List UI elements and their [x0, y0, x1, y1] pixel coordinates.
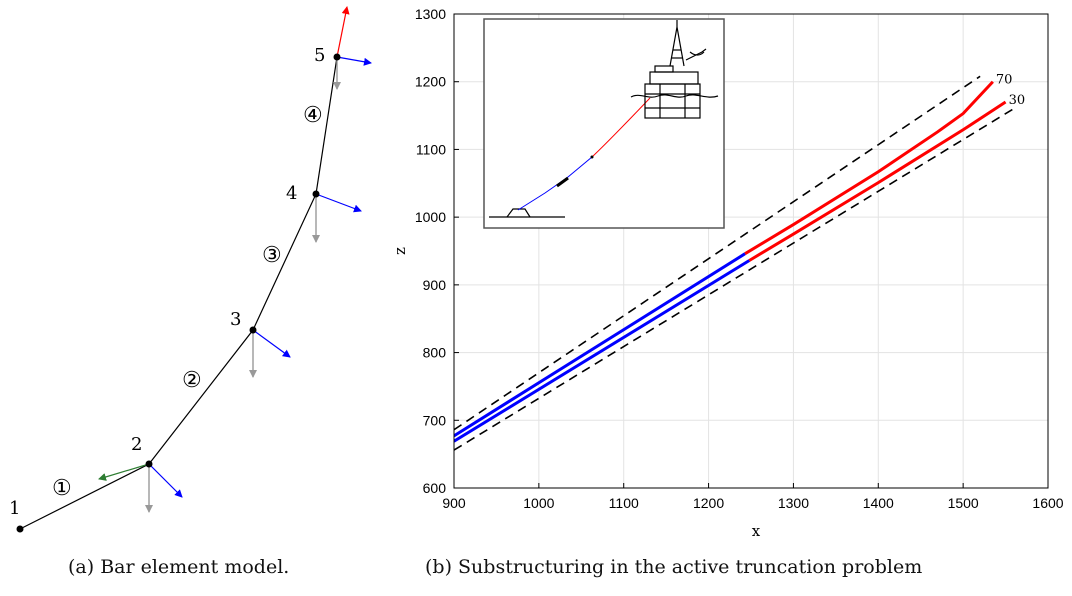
- y-tick-label: 600: [423, 480, 447, 496]
- y-axis-label: z: [391, 247, 409, 255]
- node-dot-1: [16, 525, 24, 533]
- x-tick-label: 1300: [778, 495, 809, 511]
- node-dot-2: [145, 460, 153, 468]
- series-line-blue-0: [454, 252, 746, 438]
- inset-schematic: [483, 18, 725, 229]
- figure: 1 2 3 4 5 ① ② ③ ④ 900 1000 1100 1200 1300 140…: [9, 6, 1064, 540]
- x-tick-label: 1500: [948, 495, 979, 511]
- y-tick-label: 1200: [415, 74, 446, 90]
- series-line-dashed-5: [454, 106, 1017, 451]
- joint-dot: [590, 155, 594, 159]
- y-tick-label: 1100: [416, 141, 446, 157]
- x-tick-label: 1600: [1032, 495, 1063, 511]
- node-dot-5: [333, 53, 341, 61]
- inset-frame: [483, 18, 725, 229]
- force-arrow-bottom: [98, 463, 150, 481]
- y-tick-label: 800: [423, 345, 447, 361]
- x-tick-label: 1400: [863, 495, 894, 511]
- node-label-1: 1: [9, 498, 20, 519]
- riser-red: [591, 97, 651, 158]
- node-dot-3: [249, 326, 257, 334]
- tangent-arrow-4: [315, 193, 362, 213]
- end-label-30: 30: [1009, 93, 1026, 108]
- element-label-2: ②: [182, 368, 202, 393]
- caption-a: (a) Bar element model.: [68, 556, 290, 578]
- series-line-red-1: [744, 80, 994, 255]
- x-tick-label: 1000: [523, 495, 554, 511]
- x-tick-label: 900: [442, 495, 466, 511]
- series-layer: [454, 75, 1017, 451]
- tangent-arrow-2: [148, 463, 183, 498]
- caption-b: (b) Substructuring in the active truncat…: [425, 556, 923, 578]
- series-line-dashed-4: [454, 75, 981, 431]
- bar-polyline: [19, 56, 338, 530]
- node-label-3: 3: [230, 309, 241, 330]
- platform-icon: [630, 20, 719, 119]
- node-label-2: 2: [131, 434, 142, 455]
- plot-frame: [453, 13, 1049, 489]
- node-dot-4: [312, 190, 320, 198]
- node-label-4: 4: [286, 183, 297, 204]
- node-label-5: 5: [314, 45, 325, 66]
- y-tick-label: 1000: [415, 209, 446, 225]
- x-axis-label: x: [752, 522, 761, 540]
- tangent-arrow-5: [336, 56, 372, 66]
- element-label-4: ④: [303, 103, 323, 128]
- tick-labels: 900 1000 1100 1200 1300 1400 1500 1600 600 700 800…: [415, 6, 1064, 511]
- y-tick-label: 700: [423, 412, 447, 428]
- element-label-3: ③: [262, 243, 282, 268]
- bar-element-model: 1 2 3 4 5 ① ② ③ ④: [9, 6, 372, 533]
- element-label-1: ①: [52, 476, 72, 501]
- x-tick-label: 1200: [693, 495, 724, 511]
- chart: 900 1000 1100 1200 1300 1400 1500 1600 600 700 800…: [391, 6, 1064, 540]
- force-arrow-top: [336, 6, 350, 58]
- truncation-mark: [556, 176, 569, 188]
- series-line-red-3: [748, 100, 1007, 262]
- y-tick-label: 900: [423, 277, 447, 293]
- y-tick-label: 1300: [415, 6, 446, 22]
- x-tick-label: 1100: [609, 495, 639, 511]
- series-line-blue-2: [454, 259, 751, 443]
- tangent-arrow-3: [252, 329, 291, 358]
- end-label-70: 70: [996, 73, 1013, 88]
